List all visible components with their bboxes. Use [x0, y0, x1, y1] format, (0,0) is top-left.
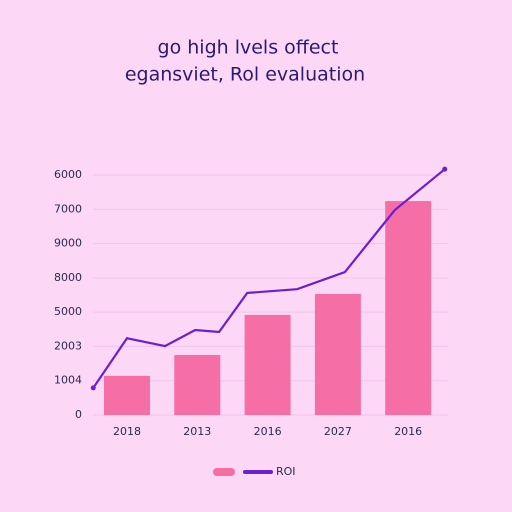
- y-tick-label: 6000: [54, 168, 82, 181]
- chart-title: go high lvels offect: [158, 37, 339, 59]
- y-tick-label: 5000: [54, 305, 82, 318]
- x-tick-label: 2016: [254, 425, 282, 438]
- bar: [104, 375, 150, 415]
- y-tick-label: 7000: [54, 202, 82, 215]
- y-tick-label: 1004: [54, 374, 82, 387]
- x-tick-label: 2027: [324, 425, 352, 438]
- line-start-point: [90, 385, 96, 391]
- y-tick-label: 9000: [54, 237, 82, 250]
- x-tick-label: 2013: [183, 425, 211, 438]
- x-tick-label: 2016: [394, 425, 422, 438]
- bar: [174, 355, 221, 415]
- bar: [385, 201, 432, 415]
- line: [92, 168, 446, 389]
- y-tick-label: 8000: [54, 271, 82, 284]
- chart-subtitle: egansviet, Rol evaluation: [125, 64, 365, 86]
- y-tick-label: 0: [75, 408, 82, 421]
- x-tick-label: 2018: [113, 425, 141, 438]
- bar: [244, 314, 291, 415]
- legend-label: ROI: [276, 465, 296, 478]
- legend-swatch: [213, 468, 235, 476]
- line-end-point: [442, 166, 448, 172]
- y-tick-label: 2003: [54, 339, 82, 352]
- bar: [314, 293, 361, 415]
